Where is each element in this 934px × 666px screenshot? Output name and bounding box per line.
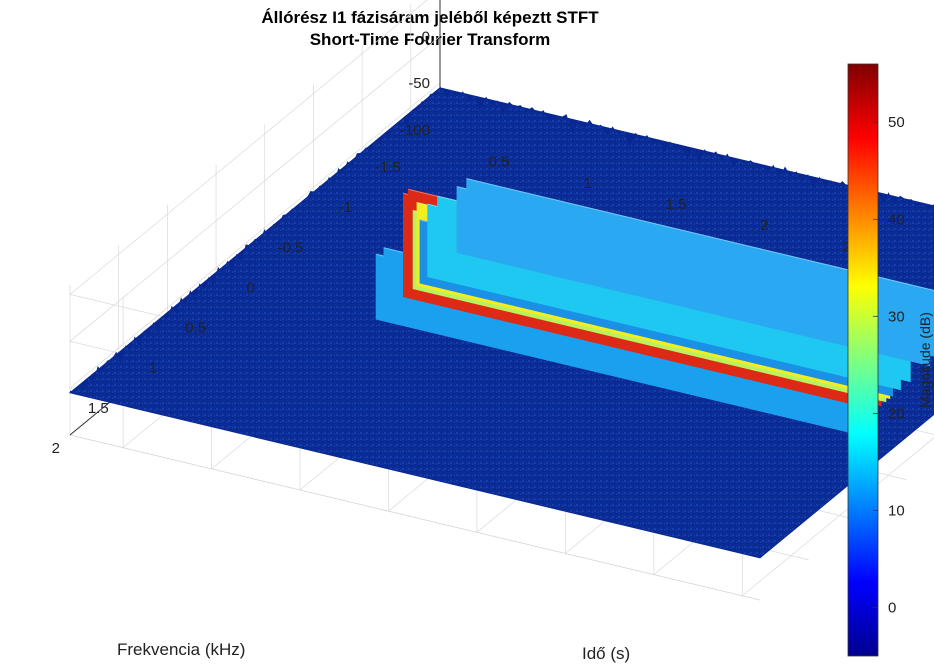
noise-edge-front: [440, 85, 934, 211]
x-tick-label: 0.5: [489, 154, 510, 171]
grid-line: [742, 437, 934, 597]
colorbar-tick-label: 20: [888, 405, 905, 422]
colorbar-ticks: 0 10 20 30 40 50: [873, 114, 905, 616]
x-tick-label: 2: [760, 217, 768, 234]
z-tick-label: 0: [422, 28, 430, 45]
y-tick-label: 0: [246, 279, 254, 296]
tick-labels: -100-500500.511.522.533.54-1.5-1-0.500.5…: [52, 28, 864, 457]
spectral-ridges: [375, 178, 934, 433]
y-tick-label: 2: [52, 440, 60, 457]
y-tick-label: -0.5: [278, 239, 304, 256]
y-tick-label: -1.5: [375, 159, 401, 176]
colorbar-tick-label: 30: [888, 308, 905, 325]
chart-subtitle: Short-Time Fourier Transform: [309, 30, 551, 49]
y-tick-label: 1: [149, 360, 157, 377]
y-tick-label: 0.5: [185, 320, 206, 337]
colorbar-label: Magnitude (dB): [917, 312, 933, 408]
z-tick-label: -50: [408, 75, 430, 92]
z-tick-label: -100: [400, 122, 430, 139]
ridge: [466, 178, 934, 357]
chart-title: Állórész I1 fázisáram jeléből képeztt ST…: [261, 8, 599, 27]
colorbar-tick-label: 40: [888, 211, 905, 228]
colorbar-gradient: [847, 63, 879, 657]
colorbar: 0 10 20 30 40 50: [847, 63, 905, 657]
x-tick-label: 1.5: [666, 196, 687, 213]
grid-line: [69, 434, 761, 601]
x-tick-label: 1: [583, 175, 591, 192]
y-tick-label: 1.5: [88, 400, 109, 417]
colorbar-tick-label: 0: [888, 599, 896, 616]
noise-edge-left: [70, 87, 440, 393]
x-axis-label: Idő (s): [582, 644, 630, 663]
colorbar-tick-label: 50: [888, 114, 905, 131]
y-tick-label: -1: [339, 199, 352, 216]
colorbar-tick-label: 10: [888, 502, 905, 519]
y-axis-label: Frekvencia (kHz): [117, 640, 245, 659]
